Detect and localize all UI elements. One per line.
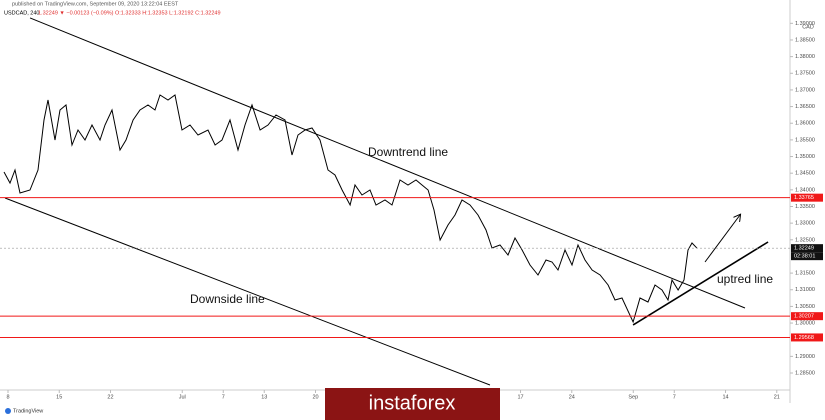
x-tick-label: 22 <box>107 394 113 400</box>
level-tag <box>791 193 823 202</box>
y-tick-label: 1.39000 <box>795 21 815 27</box>
y-tick-label: 1.28500 <box>795 370 815 376</box>
brand-logo <box>5 408 11 414</box>
level-label: 1.29568 <box>794 335 814 341</box>
level-label: 1.33765 <box>794 195 814 201</box>
y-tick-label: 1.38000 <box>795 54 815 60</box>
x-tick-label: 8 <box>6 394 9 400</box>
published: published on TradingView.com, September … <box>12 1 179 7</box>
annotation: Downtrend line <box>368 145 448 159</box>
level-label: 1.30207 <box>794 314 814 320</box>
x-tick-label: 7 <box>673 394 676 400</box>
symbol: USDCAD, 240 <box>4 10 39 16</box>
brand: TradingView <box>13 408 43 414</box>
last-price-label: 1.32249 <box>794 246 814 252</box>
x-tick-label: 21 <box>774 394 780 400</box>
last-price-tag <box>791 244 823 253</box>
y-tick-label: 1.35000 <box>795 154 815 160</box>
x-tick-label: 20 <box>312 394 318 400</box>
x-tick-label: 24 <box>569 394 575 400</box>
annotation: Downside line <box>190 292 265 306</box>
countdown-tag <box>791 252 823 261</box>
y-tick-label: 1.36500 <box>795 104 815 110</box>
countdown: 02:38:01 <box>794 254 815 260</box>
y-tick-label: 1.34500 <box>795 171 815 177</box>
arrow <box>704 215 740 263</box>
trend-line <box>632 241 769 326</box>
y-tick-label: 1.33500 <box>795 204 815 210</box>
price-line <box>3 94 698 324</box>
trend-line <box>4 197 491 386</box>
y-tick-label: 1.36000 <box>795 121 815 127</box>
x-tick-label: 7 <box>222 394 225 400</box>
y-tick-label: 1.34000 <box>795 187 815 193</box>
y-tick-label: 1.38500 <box>795 37 815 43</box>
x-tick-label: Jul <box>179 394 186 400</box>
y-tick-label: 1.31500 <box>795 271 815 277</box>
x-tick-label: 17 <box>517 394 523 400</box>
watermark: instaforex <box>369 392 456 414</box>
quote: 1.32249 ▼ −0.00123 (−0.09%) O:1.32333 H:… <box>38 10 221 16</box>
y-tick-label: 1.30500 <box>795 304 815 310</box>
watermark-banner <box>325 388 500 420</box>
level-tag <box>791 333 823 342</box>
y-tick-label: 1.30000 <box>795 321 815 327</box>
level-tag <box>791 312 823 321</box>
x-tick-label: 15 <box>56 394 62 400</box>
y-tick-label: 1.32500 <box>795 237 815 243</box>
y-tick-label: 1.31000 <box>795 287 815 293</box>
annotation: uptred line <box>717 272 773 286</box>
y-tick-label: 1.29000 <box>795 354 815 360</box>
x-tick-label: Sep <box>628 394 638 400</box>
y-tick-label: 1.37000 <box>795 87 815 93</box>
y-tick-label: 1.37500 <box>795 71 815 77</box>
currency: CAD <box>802 24 814 30</box>
x-tick-label: 14 <box>722 394 728 400</box>
x-tick-label: 13 <box>261 394 267 400</box>
y-tick-label: 1.35500 <box>795 137 815 143</box>
trend-line <box>29 17 746 309</box>
y-tick-label: 1.33000 <box>795 221 815 227</box>
